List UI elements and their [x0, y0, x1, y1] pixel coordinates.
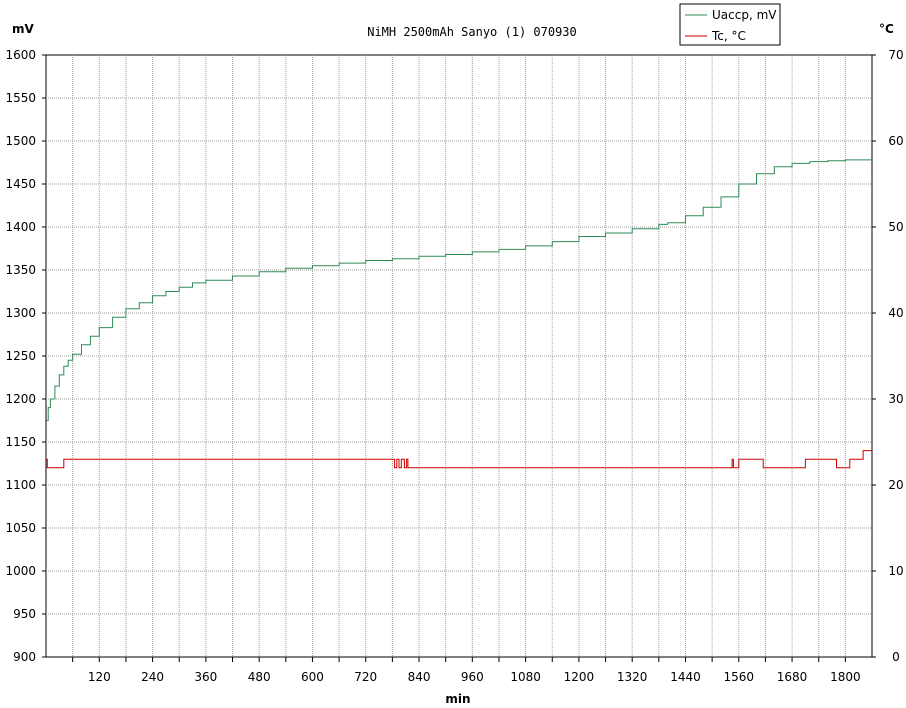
y-tick-label-left: 950: [13, 607, 36, 621]
x-tick-label: 840: [408, 670, 431, 684]
y-tick-label-left: 1550: [5, 91, 36, 105]
y-tick-label-right: 50: [888, 220, 903, 234]
x-tick-label: 1200: [564, 670, 595, 684]
series-line-uaccp: [46, 159, 872, 421]
y-tick-label-right: 10: [888, 564, 903, 578]
y-tick-label-left: 1300: [5, 306, 36, 320]
legend-box: [679, 3, 781, 46]
chart-title: NiMH 2500mAh Sanyo (1) 070930: [367, 25, 577, 39]
y-tick-label-left: 1250: [5, 349, 36, 363]
y-tick-label-left: 1400: [5, 220, 36, 234]
y-tick-label-left: 900: [13, 650, 36, 664]
x-tick-label: 1440: [670, 670, 701, 684]
y-tick-label-right: 30: [888, 392, 903, 406]
x-tick-label: 960: [461, 670, 484, 684]
x-tick-label: 600: [301, 670, 324, 684]
legend: Uaccp, mV Tc, °C: [679, 3, 781, 46]
x-tick-label: 1560: [724, 670, 755, 684]
y-tick-label-left: 1500: [5, 134, 36, 148]
y-tick-label-right: 40: [888, 306, 903, 320]
y-tick-label-left: 1100: [5, 478, 36, 492]
y-tick-label-left: 1600: [5, 48, 36, 62]
y-tick-label-left: 1200: [5, 392, 36, 406]
y-axis-left-label: mV: [12, 22, 35, 36]
x-axis-label: min: [445, 692, 470, 706]
y-axis-right-label: °C: [879, 22, 894, 36]
y-tick-label-right: 70: [888, 48, 903, 62]
y-tick-label-right: 60: [888, 134, 903, 148]
x-tick-label: 360: [194, 670, 217, 684]
grid: [46, 55, 872, 657]
y-tick-label-left: 1000: [5, 564, 36, 578]
y-tick-label-right: 20: [888, 478, 903, 492]
series-layer: [46, 159, 872, 469]
x-tick-label: 240: [141, 670, 164, 684]
y-tick-label-left: 1150: [5, 435, 36, 449]
y-tick-label-left: 1050: [5, 521, 36, 535]
y-ticks-right: 0 10 20 30 40 50 60 70: [872, 48, 904, 664]
x-tick-label: 1680: [777, 670, 808, 684]
x-tick-label: 1320: [617, 670, 648, 684]
x-ticks: 120 240 360 480 600 720 840 960 1080 1200 1320 1440…: [72, 657, 861, 684]
x-tick-label: 480: [248, 670, 271, 684]
y-ticks-left: 900 950 1000 1050 1100 1150 1200 1250 1300 1350 14…: [5, 48, 46, 664]
x-tick-label: 720: [354, 670, 377, 684]
y-tick-label-left: 1350: [5, 263, 36, 277]
x-tick-label: 1800: [830, 670, 861, 684]
y-tick-label-left: 1450: [5, 177, 36, 191]
legend-label-uaccp: Uaccp, mV: [712, 8, 777, 22]
x-tick-label: 1080: [510, 670, 541, 684]
series-line-tc: [46, 450, 872, 469]
legend-label-tc: Tc, °C: [711, 29, 746, 43]
x-tick-label: 120: [88, 670, 111, 684]
y-tick-label-right: 0: [892, 650, 900, 664]
